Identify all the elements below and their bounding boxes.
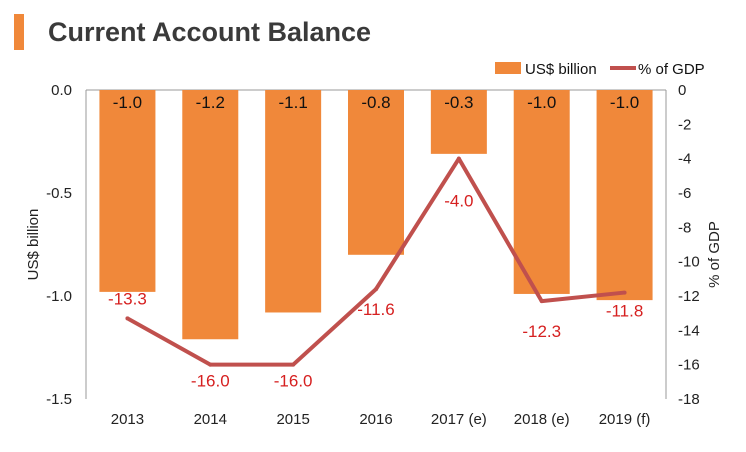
title-accent-bar [14, 14, 24, 50]
y-right-tick-label: -6 [678, 185, 691, 202]
y-left-tick-label: 0.0 [51, 82, 72, 99]
bar-data-label: -1.1 [278, 93, 307, 112]
y-left-axis-label: US$ billion [25, 209, 42, 281]
line-data-label: -12.3 [522, 322, 561, 341]
y-right-tick-label: 0 [678, 82, 686, 99]
line-point [374, 287, 378, 292]
x-tick-label: 2018 (e) [514, 411, 570, 428]
line-data-label: -16.0 [274, 372, 313, 391]
y-right-tick-label: -10 [678, 254, 700, 271]
line-data-label: -13.3 [108, 289, 147, 308]
x-tick-label: 2017 (e) [431, 411, 487, 428]
y-right-tick-label: -16 [678, 357, 700, 374]
line-point [456, 156, 461, 161]
bar [265, 90, 322, 313]
y-right-tick-label: -18 [678, 391, 700, 408]
bar [430, 90, 487, 154]
bar [513, 90, 570, 294]
y-right-tick-label: -8 [678, 219, 691, 236]
bar [596, 90, 653, 301]
bar-data-label: -0.3 [444, 93, 473, 112]
y-right-tick-label: -4 [678, 151, 691, 168]
line-data-label: -4.0 [444, 192, 473, 211]
line-data-label: -16.0 [191, 372, 230, 391]
legend-swatch-bar [495, 62, 521, 74]
bar-data-label: -1.0 [527, 93, 556, 112]
y-left-tick-label: -1.5 [46, 391, 72, 408]
x-tick-label: 2013 [111, 411, 144, 428]
bar [99, 90, 156, 292]
x-tick-label: 2014 [194, 411, 227, 428]
x-tick-label: 2019 (f) [599, 411, 651, 428]
y-left-tick-label: -0.5 [46, 185, 72, 202]
legend-label-line: % of GDP [638, 61, 705, 78]
line-point [125, 316, 130, 321]
line-point [539, 299, 544, 304]
y-right-tick-label: -2 [678, 116, 691, 133]
bar-data-label: -0.8 [361, 93, 390, 112]
y-right-axis-label: % of GDP [706, 221, 723, 288]
y-right-tick-label: -12 [678, 288, 700, 305]
x-tick-label: 2016 [359, 411, 392, 428]
bar [348, 90, 404, 255]
line-point [291, 362, 296, 367]
bar-data-label: -1.0 [610, 93, 639, 112]
bar-data-label: -1.2 [196, 93, 225, 112]
chart-title: Current Account Balance [48, 17, 372, 47]
y-left-tick-label: -1.0 [46, 288, 72, 305]
line-point [208, 362, 213, 367]
line-data-label: -11.8 [606, 302, 644, 321]
x-tick-label: 2015 [276, 411, 309, 428]
bar [182, 90, 239, 340]
line-point [622, 290, 627, 295]
line-data-label: -11.6 [357, 300, 395, 319]
legend-label-bar: US$ billion [525, 61, 597, 78]
y-right-tick-label: -14 [678, 322, 700, 339]
bar-data-label: -1.0 [113, 93, 142, 112]
